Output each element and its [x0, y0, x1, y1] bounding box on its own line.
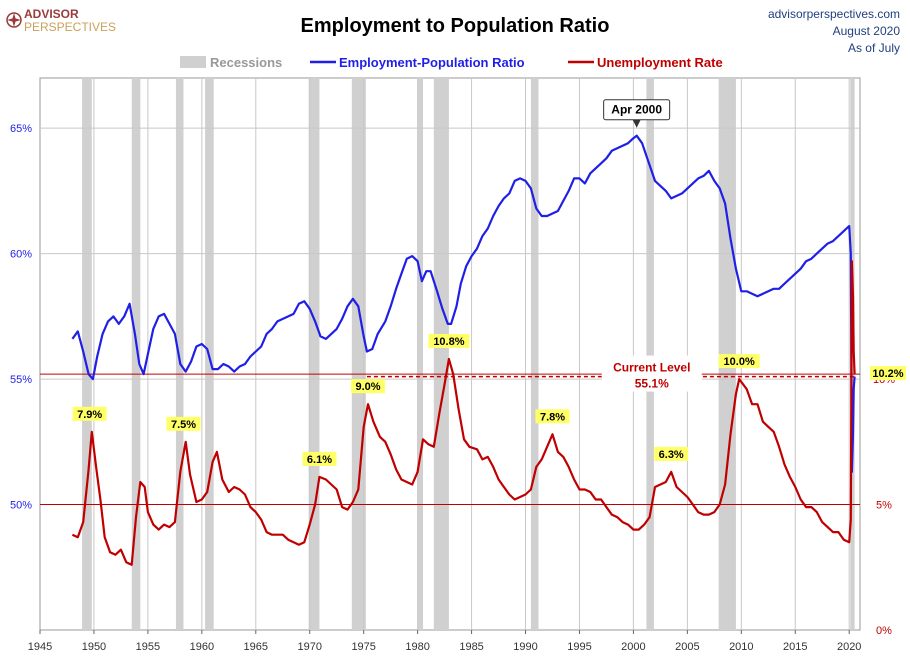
- recession-band-7: [433, 78, 449, 630]
- current-level-box: [601, 355, 702, 392]
- y-tick-label-right: 0%: [876, 625, 892, 637]
- chart-title: Employment to Population Ratio: [301, 15, 610, 37]
- x-tick-label: 1980: [405, 641, 429, 653]
- unemp-peak-label: 9.0%: [355, 381, 380, 393]
- x-tick-label: 1995: [567, 641, 591, 653]
- x-tick-label: 1955: [136, 641, 160, 653]
- unemp-peak-label-bg: [351, 379, 385, 394]
- x-tick-label: 1985: [459, 641, 483, 653]
- recession-band-2: [175, 78, 184, 630]
- y-tick-label-right: 5%: [876, 500, 892, 512]
- x-tick-label: 1960: [190, 641, 214, 653]
- x-tick-label: 2015: [783, 641, 807, 653]
- legend-recession-swatch: [180, 56, 206, 68]
- recession-band-10: [718, 78, 736, 630]
- x-tick-label: 1965: [244, 641, 268, 653]
- unemp-peak-label: 7.8%: [540, 411, 565, 423]
- unemp-peak-label-bg: [166, 416, 201, 431]
- unemp-peak-label: 10.0%: [724, 356, 755, 368]
- epop-series-line: [71, 134, 856, 473]
- y-tick-label-left: 65%: [10, 123, 32, 135]
- x-tick-label: 2000: [621, 641, 645, 653]
- unemp-peak-label-bg: [302, 451, 337, 466]
- x-tick-label: 1975: [351, 641, 375, 653]
- x-tick-label: 2005: [675, 641, 699, 653]
- peak-callout-pointer: [632, 119, 641, 128]
- unemp-peak-label-bg: [72, 406, 107, 421]
- y-tick-label-left: 55%: [10, 374, 32, 386]
- site-name: advisorperspectives.com: [768, 7, 900, 21]
- legend-recessions: Recessions: [210, 55, 282, 70]
- x-tick-label: 1945: [28, 641, 52, 653]
- unemp-peak-label: 7.5%: [171, 419, 196, 431]
- plot-area: 1945 1950 1955 1960 1965 1970 1975 1980 1985 1990…: [10, 77, 906, 653]
- report-date: August 2020: [833, 24, 901, 38]
- y-tick-label-left: 60%: [10, 249, 32, 261]
- unemp-peak-label-bg: [718, 354, 760, 369]
- current-level-label: Current Level: [613, 361, 690, 375]
- current-level-value: 55.1%: [635, 377, 669, 391]
- unemp-peak-label-bg: [428, 334, 470, 349]
- y-tick-label-left: 50%: [10, 500, 32, 512]
- unemp-peak-label-bg: [535, 409, 570, 424]
- logo: ADVISOR PERSPECTIVES: [6, 7, 116, 34]
- unemp-series-line: [71, 260, 856, 566]
- recession-band-4: [308, 78, 320, 630]
- unemp-peak-label: 6.3%: [659, 449, 684, 461]
- recession-band-8: [530, 78, 539, 630]
- recession-band-0: [82, 78, 92, 630]
- unemp-peak-label: 10.8%: [433, 336, 464, 348]
- as-of-date: As of July: [848, 41, 900, 55]
- unemp-peak-label: 7.9%: [77, 409, 102, 421]
- current-unemp-label: 10.2%: [872, 368, 903, 380]
- x-tick-label: 2010: [729, 641, 753, 653]
- recession-band-9: [646, 78, 654, 630]
- unemp-peak-label-bg: [654, 446, 689, 461]
- x-tick-label: 1950: [82, 641, 106, 653]
- unemp-peak-label: 6.1%: [307, 454, 332, 466]
- peak-callout-label: Apr 2000: [611, 103, 662, 117]
- logo-line2: PERSPECTIVES: [24, 20, 116, 34]
- logo-line1: ADVISOR: [24, 7, 79, 21]
- legend-unemp: Unemployment Rate: [597, 55, 723, 70]
- plot-frame: [39, 77, 861, 631]
- logo-star-icon: [7, 13, 21, 27]
- x-tick-label: 2020: [837, 641, 861, 653]
- x-tick-label: 1970: [297, 641, 321, 653]
- x-tick-label: 1990: [513, 641, 537, 653]
- legend: Recessions Employment-Population Ratio U…: [180, 55, 723, 70]
- recession-band-5: [351, 78, 366, 630]
- recession-band-6: [417, 78, 424, 630]
- legend-epop: Employment-Population Ratio: [339, 55, 525, 70]
- recession-band-1: [131, 78, 141, 630]
- current-unemp-label-bg: [870, 366, 906, 381]
